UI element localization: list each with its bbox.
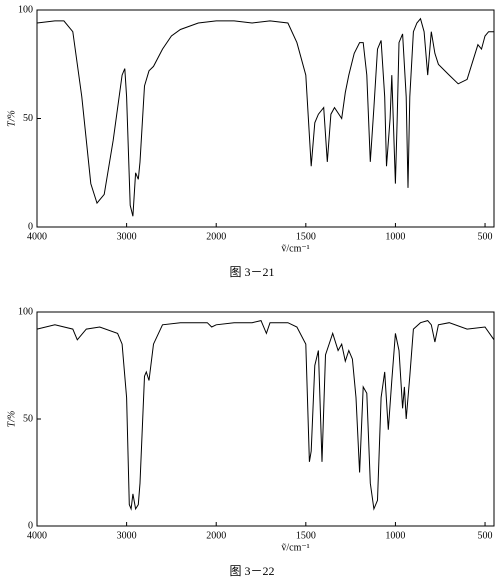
x-tick-label: 500: [478, 231, 493, 242]
x-tick-label: 1000: [385, 530, 405, 541]
x-tick-label: 4000: [27, 231, 47, 242]
x-tick-label: 500: [478, 530, 493, 541]
y-tick-label: 100: [18, 4, 33, 15]
spectrum-line: [36, 320, 495, 511]
x-tick-label: 2000: [206, 231, 226, 242]
y-tick-label: 50: [23, 113, 33, 124]
y-tick-label: 0: [28, 221, 33, 232]
plot-frame: [36, 311, 495, 527]
caption: 图 3－21: [229, 265, 274, 279]
x-axis-label: ṽ/cm⁻¹: [281, 243, 309, 254]
x-axis-label: ṽ/cm⁻¹: [281, 542, 309, 553]
y-tick-label: 0: [28, 520, 33, 531]
x-tick-label: 3000: [117, 530, 137, 541]
x-tick-label: 2000: [206, 530, 226, 541]
x-tick-label: 1500: [296, 530, 316, 541]
y-tick-label: 50: [23, 413, 33, 424]
spectrum-line: [36, 17, 494, 217]
caption: 图 3－22: [229, 564, 274, 578]
x-tick-label: 4000: [27, 530, 47, 541]
y-axis-label: T/%: [6, 110, 17, 127]
y-axis-label: T/%: [6, 411, 17, 428]
x-tick-label: 1000: [385, 231, 405, 242]
y-tick-label: 100: [18, 306, 33, 317]
x-tick-label: 3000: [117, 231, 137, 242]
x-tick-label: 1500: [296, 231, 316, 242]
